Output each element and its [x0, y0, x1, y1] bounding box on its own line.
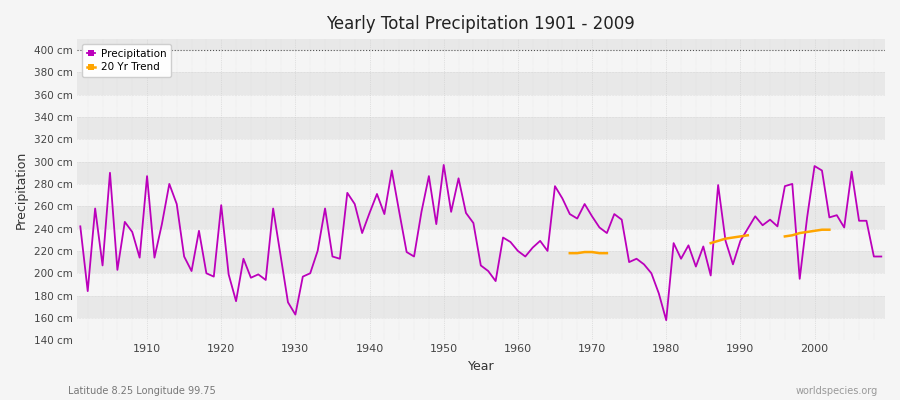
Bar	[76, 117, 885, 139]
Bar	[76, 251, 885, 273]
Precipitation	[75, 224, 86, 229]
Bar	[76, 206, 885, 228]
Precipitation	[520, 254, 531, 259]
Bar	[76, 273, 885, 296]
Precipitation	[438, 162, 449, 167]
Line: Precipitation: Precipitation	[80, 165, 881, 320]
Y-axis label: Precipitation: Precipitation	[15, 150, 28, 229]
Bar	[76, 318, 885, 340]
Precipitation	[297, 274, 308, 279]
20 Yr Trend	[587, 250, 598, 254]
Text: Latitude 8.25 Longitude 99.75: Latitude 8.25 Longitude 99.75	[68, 386, 215, 396]
20 Yr Trend	[580, 250, 590, 254]
X-axis label: Year: Year	[467, 360, 494, 373]
Bar	[76, 162, 885, 184]
Bar	[76, 184, 885, 206]
Line: 20 Yr Trend: 20 Yr Trend	[570, 252, 607, 253]
Title: Yearly Total Precipitation 1901 - 2009: Yearly Total Precipitation 1901 - 2009	[327, 15, 635, 33]
Precipitation	[876, 254, 886, 259]
Bar	[76, 50, 885, 72]
Bar	[76, 72, 885, 94]
Bar	[76, 94, 885, 117]
Bar	[76, 28, 885, 50]
20 Yr Trend	[564, 251, 575, 256]
Precipitation	[661, 318, 671, 322]
Precipitation	[134, 255, 145, 260]
Precipitation	[512, 248, 523, 253]
Precipitation	[342, 190, 353, 195]
20 Yr Trend	[601, 251, 612, 256]
Text: worldspecies.org: worldspecies.org	[796, 386, 878, 396]
Bar	[76, 228, 885, 251]
Legend: Precipitation, 20 Yr Trend: Precipitation, 20 Yr Trend	[82, 44, 171, 78]
Bar	[76, 139, 885, 162]
Precipitation	[609, 212, 620, 216]
Bar	[76, 296, 885, 318]
20 Yr Trend	[572, 251, 582, 256]
20 Yr Trend	[594, 251, 605, 256]
